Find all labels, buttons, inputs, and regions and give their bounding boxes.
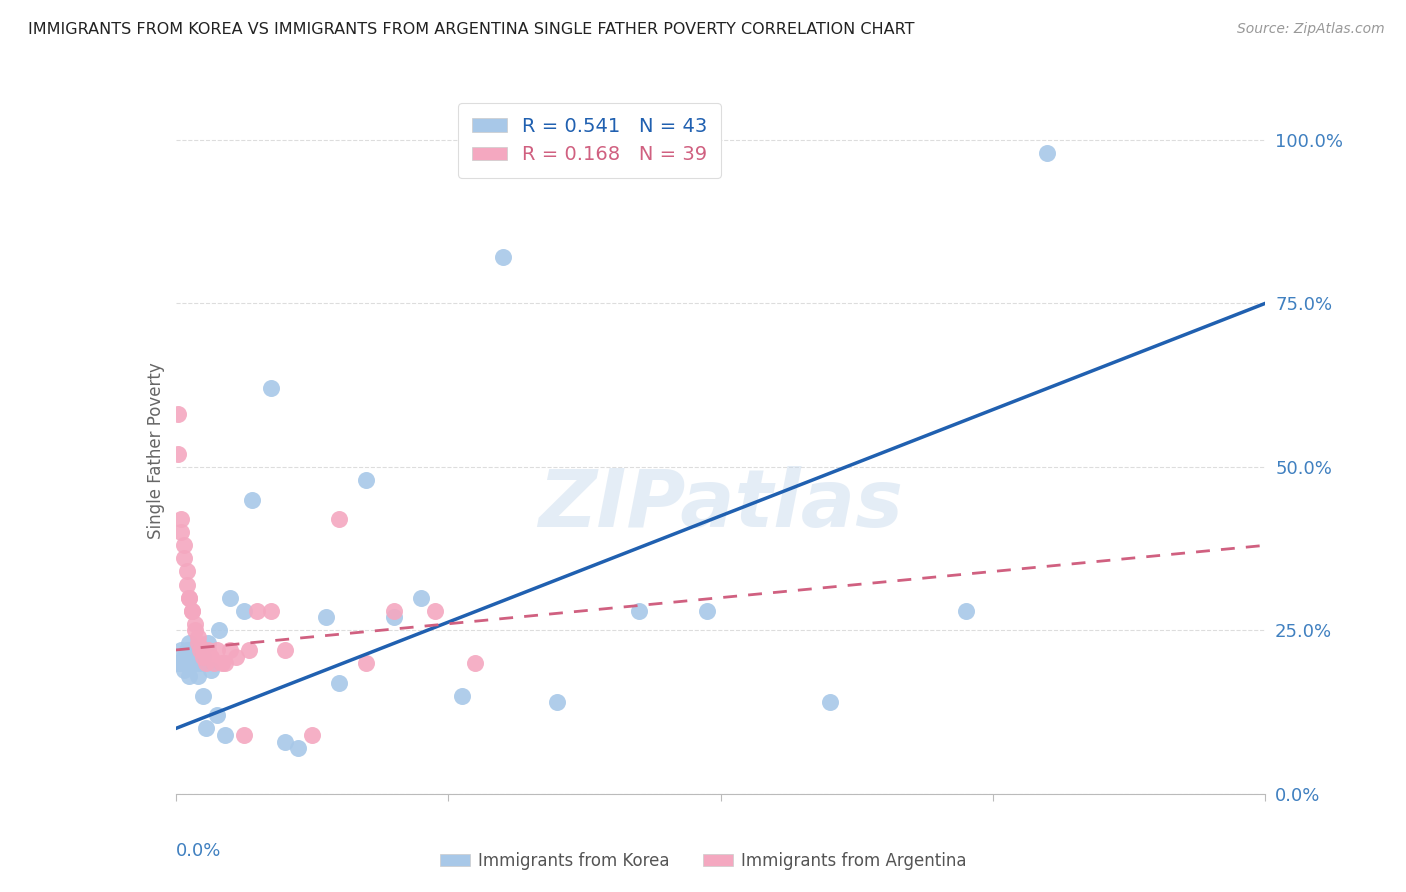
Point xyxy=(188,656,211,670)
Point xyxy=(179,591,201,605)
Point xyxy=(200,649,222,664)
Point xyxy=(184,624,207,638)
Point xyxy=(208,624,231,638)
Point xyxy=(219,643,242,657)
Point xyxy=(450,689,472,703)
Text: ZIPatlas: ZIPatlas xyxy=(538,467,903,544)
Point xyxy=(274,734,297,748)
Point xyxy=(176,577,198,591)
Point xyxy=(181,604,204,618)
Point xyxy=(818,695,841,709)
Point xyxy=(287,741,309,756)
Point xyxy=(315,610,337,624)
Point xyxy=(627,604,650,618)
Point xyxy=(170,512,193,526)
Point xyxy=(191,643,214,657)
Point xyxy=(232,604,254,618)
Point xyxy=(546,695,568,709)
Point xyxy=(194,656,217,670)
Point xyxy=(202,656,225,670)
Point xyxy=(260,604,283,618)
Point xyxy=(170,643,193,657)
Point xyxy=(219,591,242,605)
Point xyxy=(167,408,190,422)
Point xyxy=(464,656,486,670)
Point xyxy=(167,656,190,670)
Point xyxy=(170,525,193,540)
Point xyxy=(205,643,228,657)
Text: IMMIGRANTS FROM KOREA VS IMMIGRANTS FROM ARGENTINA SINGLE FATHER POVERTY CORRELA: IMMIGRANTS FROM KOREA VS IMMIGRANTS FROM… xyxy=(28,22,915,37)
Legend: R = 0.541   N = 43, R = 0.168   N = 39: R = 0.541 N = 43, R = 0.168 N = 39 xyxy=(458,103,721,178)
Point xyxy=(423,604,446,618)
Point xyxy=(188,643,211,657)
Point xyxy=(240,492,263,507)
Point xyxy=(356,656,378,670)
Point xyxy=(696,604,718,618)
Point xyxy=(173,663,195,677)
Legend: Immigrants from Korea, Immigrants from Argentina: Immigrants from Korea, Immigrants from A… xyxy=(433,846,973,877)
Point xyxy=(200,663,222,677)
Point xyxy=(328,675,350,690)
Point xyxy=(176,656,198,670)
Point xyxy=(301,728,323,742)
Point xyxy=(186,630,209,644)
Point xyxy=(173,538,195,552)
Point xyxy=(184,656,207,670)
Point xyxy=(197,643,219,657)
Point xyxy=(173,551,195,566)
Point xyxy=(211,656,233,670)
Point xyxy=(382,610,405,624)
Point xyxy=(184,616,207,631)
Point xyxy=(181,643,204,657)
Point xyxy=(191,649,214,664)
Point xyxy=(232,728,254,742)
Point xyxy=(274,643,297,657)
Point xyxy=(167,447,190,461)
Point xyxy=(186,636,209,650)
Y-axis label: Single Father Poverty: Single Father Poverty xyxy=(146,362,165,539)
Point xyxy=(184,649,207,664)
Point xyxy=(186,643,209,657)
Point xyxy=(205,708,228,723)
Point xyxy=(225,649,247,664)
Point xyxy=(176,643,198,657)
Point xyxy=(179,591,201,605)
Point xyxy=(382,604,405,618)
Point xyxy=(955,604,977,618)
Point xyxy=(1036,145,1059,160)
Point xyxy=(176,565,198,579)
Point xyxy=(238,643,260,657)
Point xyxy=(246,604,269,618)
Text: Source: ZipAtlas.com: Source: ZipAtlas.com xyxy=(1237,22,1385,37)
Point xyxy=(194,722,217,736)
Point xyxy=(409,591,432,605)
Point xyxy=(181,604,204,618)
Point xyxy=(181,656,204,670)
Point xyxy=(214,728,236,742)
Point xyxy=(214,656,236,670)
Point xyxy=(191,689,214,703)
Point xyxy=(170,656,193,670)
Point xyxy=(492,251,515,265)
Point xyxy=(179,636,201,650)
Point xyxy=(179,669,201,683)
Point xyxy=(173,649,195,664)
Point xyxy=(191,649,214,664)
Point xyxy=(197,636,219,650)
Text: 0.0%: 0.0% xyxy=(176,842,221,860)
Point xyxy=(328,512,350,526)
Point xyxy=(260,381,283,395)
Point xyxy=(356,473,378,487)
Point xyxy=(186,669,209,683)
